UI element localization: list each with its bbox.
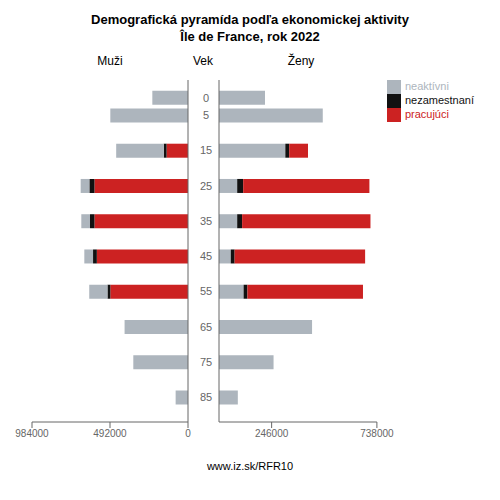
html-text:Ženy: Ženy [287, 54, 315, 68]
svg-text:0: 0 [185, 428, 191, 439]
html-text:Île de France, rok 2022: Île de France, rok 2022 [180, 29, 320, 44]
svg-text:738000: 738000 [360, 428, 394, 439]
html-text:neaktívni: neaktívni [404, 80, 449, 92]
html-text:Demografická pyramída podľa ek: Demografická pyramída podľa ekonomickej … [91, 12, 409, 27]
svg-text:25: 25 [200, 180, 212, 192]
html-text:pracujúci: pracujúci [404, 108, 449, 121]
html-text:Vek: Vek [193, 54, 213, 68]
svg-text:5: 5 [203, 109, 209, 121]
svg-text:55: 55 [200, 285, 212, 297]
svg-text:75: 75 [200, 356, 212, 368]
html-text:nezamestnaní: nezamestnaní [404, 94, 474, 107]
svg-text:35: 35 [200, 215, 212, 227]
svg-text:984000: 984000 [15, 428, 49, 439]
html-text:www.iz.sk/RFR10: www.iz.sk/RFR10 [206, 460, 294, 472]
svg-text:15: 15 [200, 144, 212, 156]
html-text:Muži: Muži [97, 54, 123, 68]
svg-text:246000: 246000 [255, 428, 289, 439]
svg-text:45: 45 [200, 250, 212, 262]
svg-text:492000: 492000 [93, 428, 127, 439]
svg-text:85: 85 [200, 391, 212, 403]
svg-text:65: 65 [200, 321, 212, 333]
svg-text:0: 0 [203, 92, 209, 104]
